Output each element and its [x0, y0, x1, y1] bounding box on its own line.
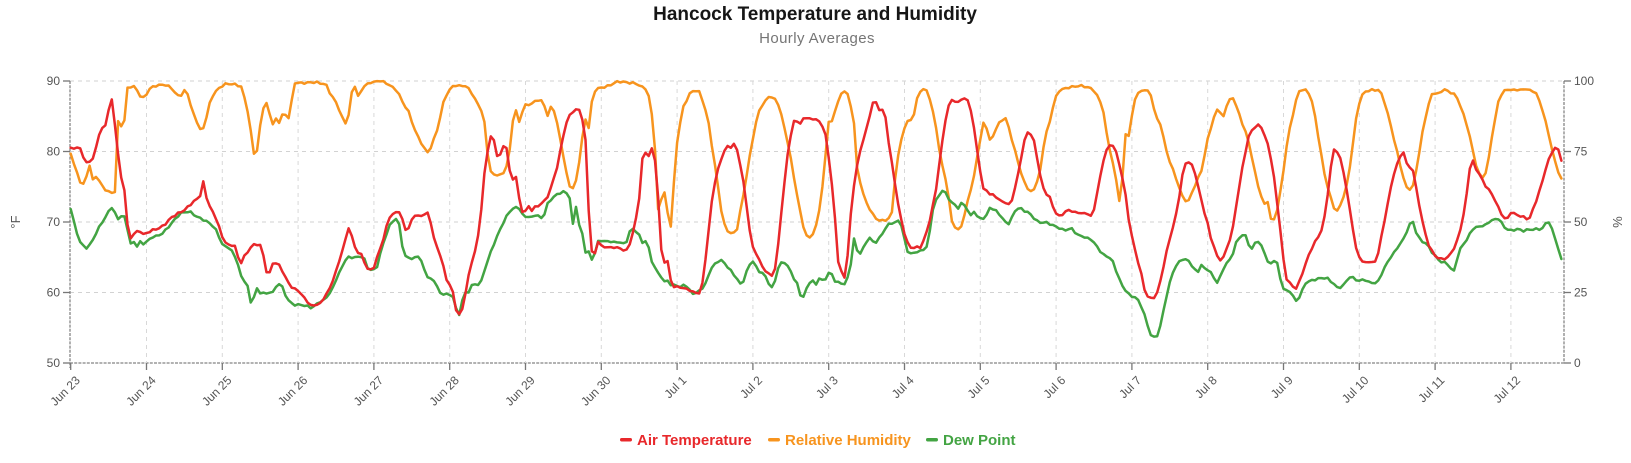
- svg-text:Relative Humidity: Relative Humidity: [785, 432, 912, 449]
- svg-text:Dew Point: Dew Point: [943, 432, 1016, 449]
- svg-text:100: 100: [1574, 74, 1594, 88]
- svg-text:25: 25: [1574, 286, 1588, 300]
- svg-text:80: 80: [47, 145, 61, 159]
- svg-text:50: 50: [47, 356, 61, 370]
- svg-text:75: 75: [1574, 145, 1588, 159]
- svg-text:90: 90: [47, 74, 61, 88]
- svg-text:0: 0: [1574, 356, 1581, 370]
- svg-text:Air Temperature: Air Temperature: [637, 432, 752, 449]
- svg-text:Hourly Averages: Hourly Averages: [759, 30, 875, 47]
- svg-text:60: 60: [47, 286, 61, 300]
- svg-text:70: 70: [47, 215, 61, 229]
- svg-text:°F: °F: [8, 215, 23, 228]
- svg-text:%: %: [1610, 216, 1625, 228]
- svg-text:50: 50: [1574, 215, 1588, 229]
- svg-text:Hancock Temperature and Humidi: Hancock Temperature and Humidity: [653, 4, 977, 25]
